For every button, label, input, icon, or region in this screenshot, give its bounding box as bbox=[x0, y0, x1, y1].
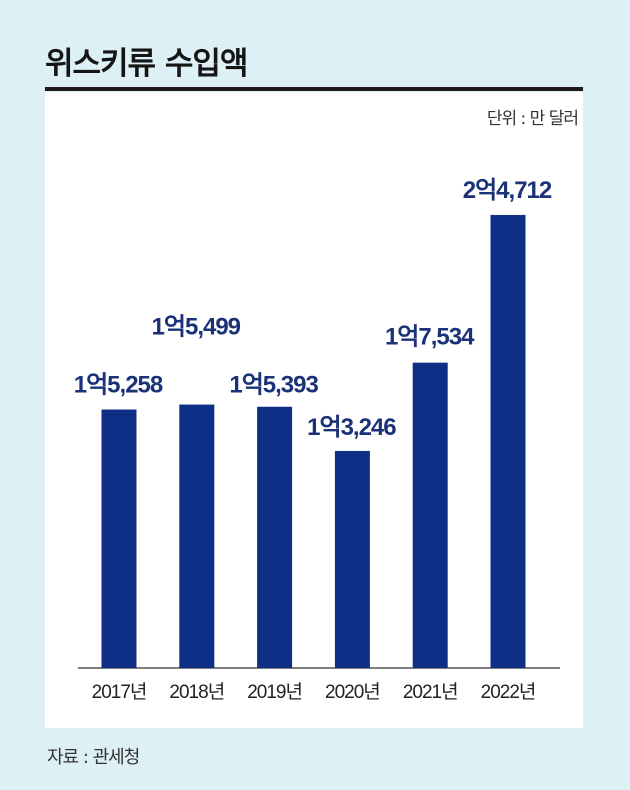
value-label: 2억4,712 bbox=[463, 177, 552, 204]
source-label: 자료 : 관세청 bbox=[47, 747, 140, 768]
chart-title: 위스키류 수입액 bbox=[45, 46, 248, 82]
x-tick-label: 2022년 bbox=[481, 681, 536, 703]
value-label: 1억3,246 bbox=[307, 414, 396, 441]
x-tick-label: 2017년 bbox=[92, 681, 147, 703]
bar-2022 bbox=[490, 214, 526, 669]
bar-2021 bbox=[412, 362, 448, 668]
bar-2019 bbox=[257, 406, 293, 668]
x-tick-label: 2019년 bbox=[247, 681, 302, 703]
bar-2018 bbox=[179, 404, 215, 668]
bar-2017 bbox=[101, 409, 137, 668]
title-divider bbox=[45, 87, 583, 91]
value-label: 1억5,393 bbox=[229, 372, 318, 399]
x-tick-label: 2018년 bbox=[169, 681, 224, 703]
value-label: 1억5,499 bbox=[152, 314, 241, 341]
x-tick-label: 2021년 bbox=[403, 681, 458, 703]
value-label: 1억7,534 bbox=[385, 324, 475, 351]
bar-2020 bbox=[334, 450, 370, 668]
x-tick-label: 2020년 bbox=[325, 681, 380, 703]
unit-label: 단위 : 만 달러 bbox=[486, 109, 579, 129]
value-label: 1억5,258 bbox=[74, 372, 163, 399]
